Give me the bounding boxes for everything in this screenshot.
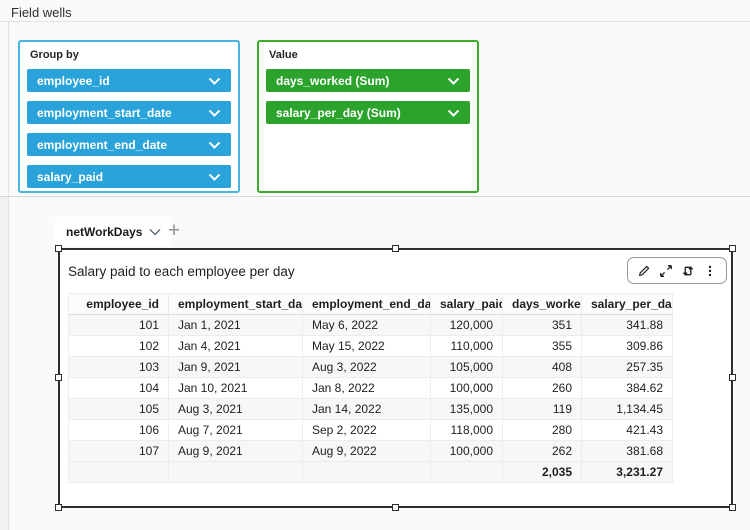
chevron-down-icon[interactable] [149,228,162,236]
resize-handle-bottom-right[interactable] [729,504,736,511]
swap-arrows-icon [682,265,694,276]
move-button[interactable] [679,261,697,281]
sheet-tab-networkdays[interactable]: netWorkDays [55,217,173,246]
chevron-down-icon [208,109,221,117]
visual-toolbar [627,257,727,284]
pill-label: employee_id [37,73,110,88]
chevron-down-icon [447,109,460,117]
table-row: 103 Jan 9, 2021 Aug 3, 2022 105,000 408 257.3… [68,356,673,378]
field-wells-title: Field wells [11,5,72,20]
column-header-salary-paid[interactable]: salary_paid [430,293,503,315]
value-label: Value [269,49,298,61]
resize-handle-top-left[interactable] [55,245,62,252]
column-header-employment-start-date[interactable]: employment_start_date [168,293,303,315]
chevron-down-icon [208,173,221,181]
resize-handle-middle-left[interactable] [55,374,62,381]
kebab-icon [708,265,712,276]
table-row: 107 Aug 9, 2021 Aug 9, 2022 100,000 262 381.6… [68,440,673,462]
pill-label: salary_paid [37,169,104,184]
menu-button[interactable] [701,261,719,281]
field-pill-employee-id[interactable]: employee_id [27,69,231,92]
group-by-well[interactable]: Group by employee_id employment_start_da… [18,40,240,193]
pencil-icon [639,265,650,276]
visual-title: Salary paid to each employee per day [68,264,295,279]
table-visual[interactable]: Salary paid to each employee per day emp… [55,245,736,511]
table-row: 106 Aug 7, 2021 Sep 2, 2022 118,000 280 421.4… [68,419,673,441]
pill-label: salary_per_day (Sum) [276,105,401,120]
field-wells-bottom-divider [0,196,750,197]
resize-handle-top-right[interactable] [729,245,736,252]
field-pill-days-worked[interactable]: days_worked (Sum) [266,69,470,92]
table-row: 101 Jan 1, 2021 May 6, 2022 120,000 351 341.8… [68,314,673,336]
column-header-employee-id[interactable]: employee_id [68,293,169,315]
value-well[interactable]: Value days_worked (Sum) salary_per_day (… [257,40,479,193]
sheet-tab-label: netWorkDays [66,224,143,239]
table-row: 102 Jan 4, 2021 May 15, 2022 110,000 355 309.… [68,335,673,357]
table-row: 104 Jan 10, 2021 Jan 8, 2022 100,000 260 384.… [68,377,673,399]
resize-handle-bottom-middle[interactable] [391,504,399,511]
expand-arrows-icon [660,264,672,277]
table-row: 105 Aug 3, 2021 Jan 14, 2022 135,000 119 1,13… [68,398,673,420]
maximize-button[interactable] [657,261,675,281]
pill-label: employment_end_date [37,137,168,152]
pill-label: days_worked (Sum) [276,73,390,88]
resize-handle-middle-right[interactable] [729,374,736,381]
resize-handle-top-middle[interactable] [391,245,399,252]
chevron-down-icon [447,77,460,85]
chevron-down-icon [208,141,221,149]
field-pill-employment-end-date[interactable]: employment_end_date [27,133,231,156]
column-header-employment-end-date[interactable]: employment_end_date [302,293,431,315]
field-pill-employment-start-date[interactable]: employment_start_date [27,101,231,124]
field-pill-salary-per-day[interactable]: salary_per_day (Sum) [266,101,470,124]
chevron-down-icon [208,77,221,85]
edit-button[interactable] [635,261,653,281]
left-gutter [0,197,8,530]
table-header-row: employee_id employment_start_date employ… [68,293,673,315]
data-table: employee_id employment_start_date employ… [68,293,673,483]
resize-handle-bottom-left[interactable] [55,504,62,511]
panel-left-divider [8,21,9,530]
header-divider [0,21,750,22]
table-total-row: 2,035 3,231.27 [68,461,673,483]
column-header-days-worked[interactable]: days_worked [502,293,582,315]
add-sheet-button[interactable]: + [167,219,181,242]
pill-label: employment_start_date [37,105,172,120]
group-by-label: Group by [30,49,79,61]
column-header-salary-per-day[interactable]: salary_per_day [581,293,673,315]
field-pill-salary-paid[interactable]: salary_paid [27,165,231,188]
